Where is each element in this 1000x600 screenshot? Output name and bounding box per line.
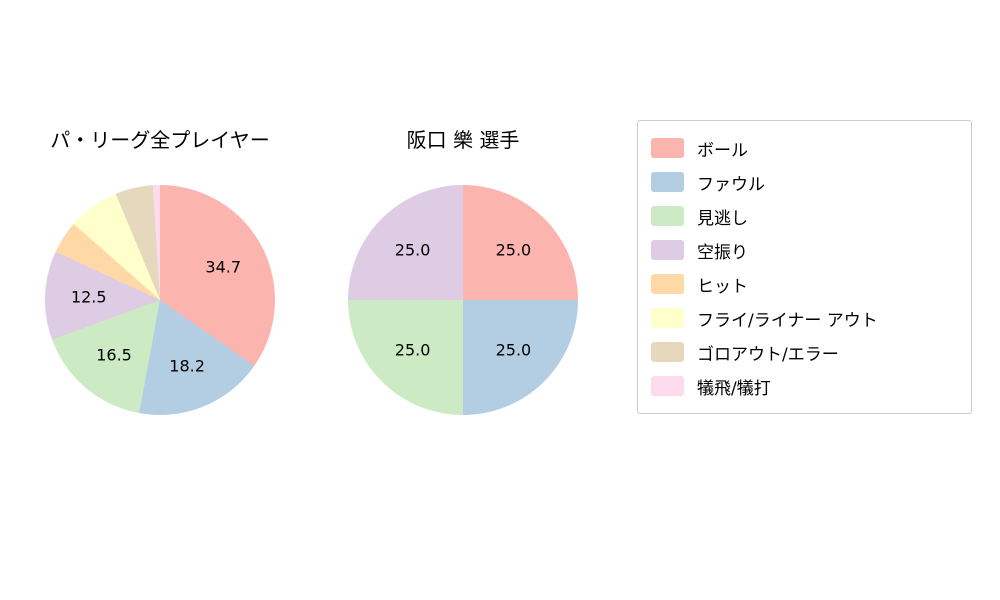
legend-swatch	[651, 138, 684, 158]
legend-item: ゴロアウト/エラー	[638, 335, 971, 369]
pie-chart-player-sakaguchi: 25.0 25.0 25.0 25.0	[348, 185, 578, 415]
legend-label: ボール	[697, 140, 748, 161]
legend-label: ゴロアウト/エラー	[697, 344, 839, 365]
legend-item: ファウル	[638, 165, 971, 199]
legend-label: ファウル	[697, 174, 765, 195]
pie-slice-value-label: 25.0	[495, 240, 532, 260]
legend-swatch	[651, 308, 684, 328]
pie-slice-value-label: 25.0	[394, 340, 431, 360]
legend-item: フライ/ライナー アウト	[638, 301, 971, 335]
legend-swatch	[651, 342, 684, 362]
legend-item: 空振り	[638, 233, 971, 267]
legend-item: ヒット	[638, 267, 971, 301]
legend-label: ヒット	[697, 276, 748, 297]
legend-swatch	[651, 274, 684, 294]
pie-slice-value-label: 16.5	[96, 345, 132, 364]
pie-chart-pa-league: 34.7 18.2 16.5 12.5	[45, 185, 275, 415]
pie-title-pa-league: パ・リーグ全プレイヤー	[50, 128, 270, 152]
pie-slice-value-label: 25.0	[394, 240, 431, 260]
legend-swatch	[651, 172, 684, 192]
legend-swatch	[651, 376, 684, 396]
legend-label: 犠飛/犠打	[697, 378, 771, 399]
pie-slice-value-label: 12.5	[70, 287, 107, 307]
legend-swatch	[651, 206, 684, 226]
pie-slice-value-label: 18.2	[169, 356, 205, 376]
pie-title-player-sakaguchi: 阪口 樂 選手	[406, 128, 520, 152]
legend-box: ボールファウル見逃し空振りヒットフライ/ライナー アウト ゴロアウト/エラー 犠飛/…	[637, 120, 972, 414]
legend-item: 犠飛/犠打	[638, 369, 971, 403]
pie-slice-value-label: 25.0	[495, 340, 532, 360]
pie-slice-value-label: 34.7	[205, 257, 242, 277]
legend-list: ボールファウル見逃し空振りヒットフライ/ライナー アウト ゴロアウト/エラー 犠飛/…	[638, 131, 971, 403]
legend-item: ボール	[638, 131, 971, 165]
legend-label: 空振り	[697, 242, 748, 263]
legend-label: フライ/ライナー アウト	[697, 310, 878, 331]
legend-label: 見逃し	[697, 208, 748, 229]
legend-item: 見逃し	[638, 199, 971, 233]
legend-swatch	[651, 240, 684, 260]
